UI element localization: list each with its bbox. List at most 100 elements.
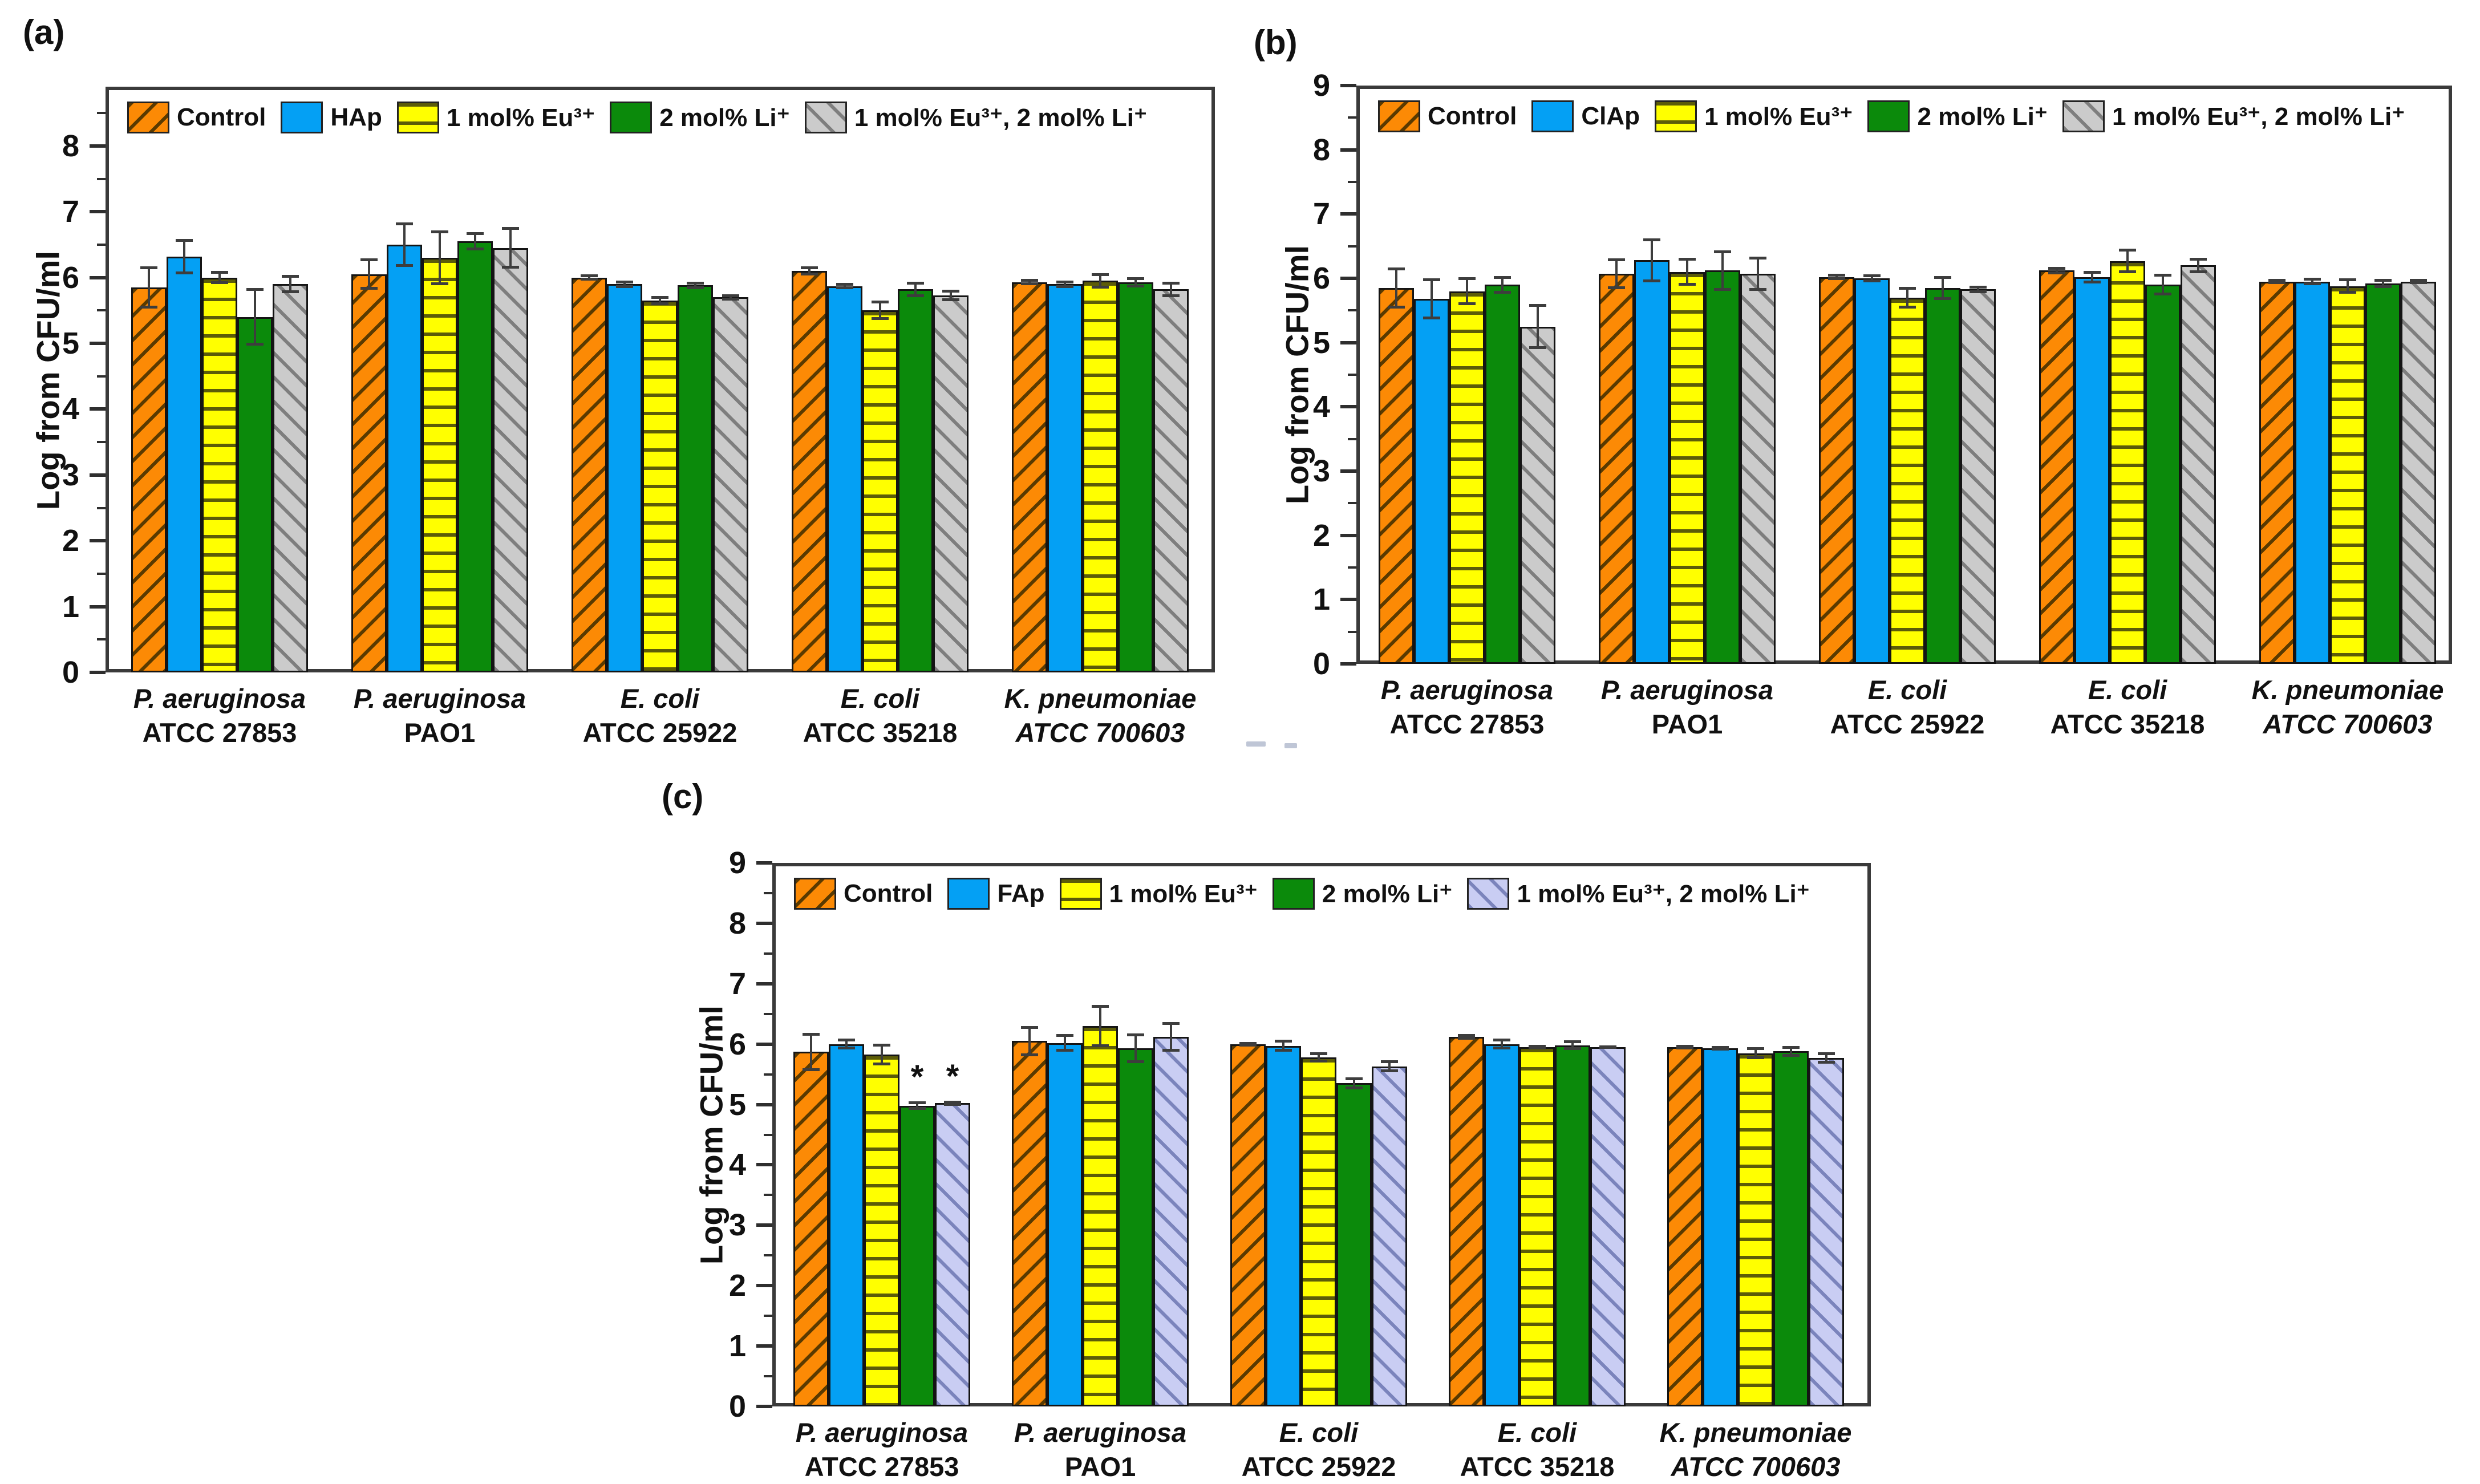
y-major-tick bbox=[1340, 148, 1356, 152]
error-bar bbox=[403, 224, 406, 266]
error-bar-cap bbox=[1388, 305, 1405, 309]
legend-label: 2 mol% Li⁺ bbox=[1322, 879, 1453, 908]
y-major-tick bbox=[1340, 533, 1356, 537]
error-bar-cap bbox=[1863, 274, 1881, 278]
bar bbox=[1012, 282, 1047, 672]
error-bar-cap bbox=[942, 289, 959, 293]
y-major-tick bbox=[756, 1042, 772, 1046]
y-minor-tick bbox=[97, 506, 106, 509]
bar bbox=[2074, 277, 2110, 664]
y-tick-label: 2 bbox=[62, 524, 79, 558]
error-bar-cap bbox=[651, 302, 668, 305]
y-tick-label: 7 bbox=[728, 966, 746, 1001]
legend-swatch-control bbox=[1378, 100, 1420, 132]
error-bar-cap bbox=[1021, 1026, 1038, 1029]
error-bar-cap bbox=[211, 281, 228, 284]
x-category-strain: ATCC 35218 bbox=[1460, 1451, 1615, 1482]
bar bbox=[933, 295, 969, 672]
error-bar-cap bbox=[1310, 1060, 1327, 1063]
error-bar-cap bbox=[282, 275, 299, 278]
error-bar-cap bbox=[176, 271, 193, 274]
error-bar-cap bbox=[1818, 1061, 1835, 1064]
error-bar-cap bbox=[140, 305, 157, 309]
error-bar-cap bbox=[942, 298, 959, 301]
legend-entry: 1 mol% Eu³⁺, 2 mol% Li⁺ bbox=[2062, 100, 2405, 132]
error-bar-cap bbox=[1712, 1048, 1729, 1051]
error-bar bbox=[254, 289, 256, 345]
error-bar-cap bbox=[1749, 288, 1766, 291]
x-category-species: P. aeruginosa bbox=[133, 683, 306, 713]
bar bbox=[2330, 286, 2365, 664]
x-category-label: E. coli ATCC 35218 bbox=[720, 682, 1040, 750]
x-category-label: P. aeruginosa PAO1 bbox=[280, 682, 599, 750]
error-bar-cap bbox=[2268, 279, 2286, 282]
y-major-tick bbox=[1340, 662, 1356, 666]
y-minor-tick bbox=[97, 572, 106, 575]
y-minor-tick bbox=[1348, 116, 1356, 119]
legend-swatch-control bbox=[127, 102, 169, 133]
y-minor-tick bbox=[764, 891, 772, 894]
error-bar-cap bbox=[1899, 286, 1916, 290]
error-bar bbox=[289, 276, 291, 293]
error-bar-cap bbox=[1458, 1033, 1475, 1037]
legend-entry: ClAp bbox=[1531, 100, 1640, 132]
error-bar-cap bbox=[687, 286, 704, 290]
x-category-species: P. aeruginosa bbox=[1600, 675, 1774, 705]
error-bar-cap bbox=[431, 230, 448, 233]
bar bbox=[898, 289, 933, 672]
error-bar-cap bbox=[1056, 285, 1073, 288]
error-bar bbox=[1571, 1041, 1574, 1049]
legend-swatch-eu bbox=[1059, 878, 1102, 910]
error-bar-cap bbox=[467, 248, 484, 251]
bar bbox=[237, 317, 273, 672]
significance-asterisk: * bbox=[910, 1059, 924, 1096]
error-bar-cap bbox=[873, 1062, 890, 1065]
error-bar bbox=[694, 282, 696, 289]
legend-swatch-combo_lavender bbox=[1467, 878, 1510, 910]
error-bar bbox=[1790, 1047, 1792, 1056]
bar bbox=[1590, 1047, 1626, 1406]
error-bar-cap bbox=[581, 274, 598, 278]
x-category-strain: ATCC 700603 bbox=[1015, 717, 1185, 748]
x-category-species: P. aeruginosa bbox=[353, 683, 526, 713]
y-minor-tick bbox=[97, 112, 106, 115]
error-bar bbox=[439, 231, 441, 285]
error-bar-cap bbox=[1239, 1043, 1257, 1047]
error-bar-cap bbox=[1458, 277, 1476, 280]
y-tick-label: 9 bbox=[728, 846, 746, 880]
error-bar bbox=[1906, 287, 1908, 307]
y-major-tick bbox=[90, 539, 106, 543]
x-category-strain: ATCC 35218 bbox=[803, 717, 958, 748]
legend-swatch-li bbox=[1272, 878, 1315, 910]
error-bar-cap bbox=[1493, 1039, 1510, 1042]
error-bar-cap bbox=[1275, 1049, 1292, 1052]
error-bar-cap bbox=[1127, 277, 1144, 280]
error-bar-cap bbox=[872, 301, 889, 304]
error-bar-cap bbox=[2339, 278, 2356, 282]
error-bar bbox=[879, 302, 881, 319]
y-minor-tick bbox=[764, 1254, 772, 1257]
bar bbox=[1449, 1036, 1484, 1406]
error-bar-cap bbox=[1127, 1033, 1144, 1036]
error-bar-cap bbox=[1676, 1047, 1693, 1050]
error-bar-cap bbox=[581, 278, 598, 281]
bar bbox=[862, 310, 898, 672]
legend-entry: 2 mol% Li⁺ bbox=[1867, 100, 2048, 132]
x-category-label: P. aeruginosa ATCC 27853 bbox=[60, 682, 379, 750]
y-tick-label: 1 bbox=[1312, 582, 1330, 617]
error-bar-cap bbox=[838, 1039, 855, 1042]
legend-swatch-combo_gray bbox=[2062, 100, 2105, 132]
bar bbox=[457, 241, 493, 672]
error-bar-cap bbox=[1381, 1069, 1398, 1073]
error-bar-cap bbox=[1162, 1049, 1180, 1052]
y-major-tick bbox=[1340, 598, 1356, 602]
error-bar bbox=[1099, 1005, 1101, 1046]
error-bar bbox=[588, 275, 590, 280]
legend: Control HAp 1 mol% Eu³⁺ 2 mol% Li⁺ 1 mol% Eu… bbox=[127, 102, 1147, 133]
legend-label: 1 mol% Eu³⁺, 2 mol% Li⁺ bbox=[2112, 102, 2405, 131]
x-category-label: P. aeruginosa ATCC 27853 bbox=[722, 1416, 1042, 1484]
legend-entry: 1 mol% Eu³⁺ bbox=[1655, 100, 1853, 132]
error-bar-cap bbox=[1679, 258, 1696, 261]
error-bar-cap bbox=[1092, 1044, 1109, 1047]
stray-mark bbox=[1246, 741, 1266, 747]
